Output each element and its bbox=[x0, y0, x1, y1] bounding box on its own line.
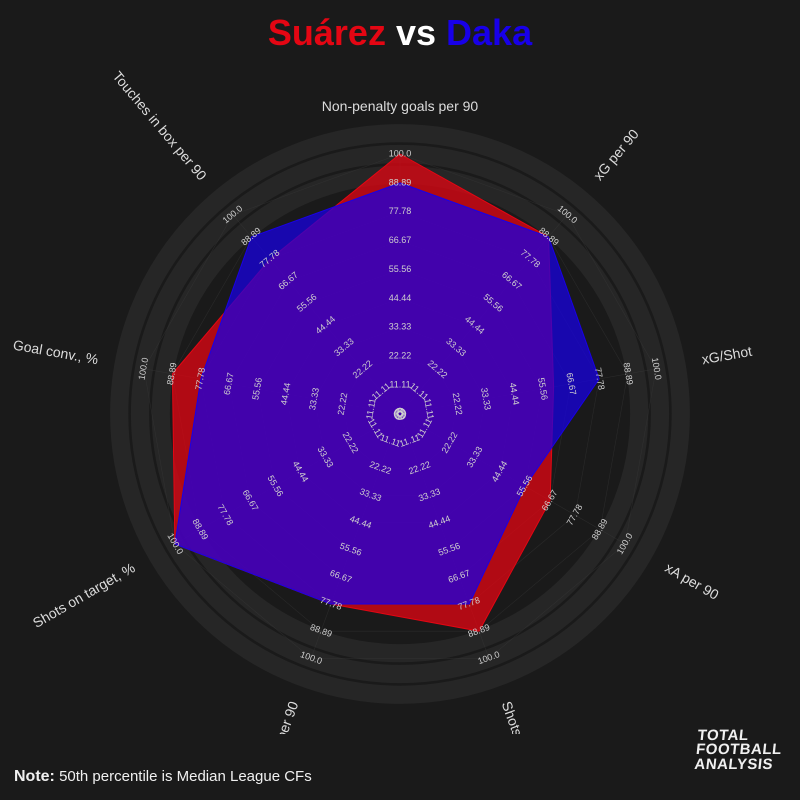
svg-text:xG/Shot: xG/Shot bbox=[701, 343, 754, 368]
svg-text:Non-penalty goals per 90: Non-penalty goals per 90 bbox=[322, 98, 479, 114]
footnote: Note: 50th percentile is Median League C… bbox=[14, 768, 312, 786]
logo-line-3: ANALYSIS bbox=[694, 758, 781, 772]
svg-text:55.56: 55.56 bbox=[389, 264, 412, 274]
chart-title: Suárez vs Daka bbox=[0, 0, 800, 54]
svg-text:66.67: 66.67 bbox=[389, 235, 412, 245]
svg-text:Shots on target, %: Shots on target, % bbox=[30, 559, 138, 630]
title-player-b: Daka bbox=[446, 12, 532, 53]
svg-text:Shots per 90: Shots per 90 bbox=[499, 699, 541, 734]
svg-text:Passes to penalty area per 90: Passes to penalty area per 90 bbox=[223, 699, 302, 734]
title-vs: vs bbox=[396, 12, 436, 53]
footnote-text: 50th percentile is Median League CFs bbox=[59, 768, 312, 785]
svg-text:44.44: 44.44 bbox=[389, 293, 412, 303]
svg-text:33.33: 33.33 bbox=[389, 322, 412, 332]
svg-text:77.78: 77.78 bbox=[593, 367, 607, 391]
svg-text:22.22: 22.22 bbox=[389, 351, 412, 361]
svg-text:Goal conv., %: Goal conv., % bbox=[12, 337, 100, 368]
title-player-a: Suárez bbox=[268, 12, 386, 53]
footnote-prefix: Note: bbox=[14, 768, 55, 785]
svg-text:77.78: 77.78 bbox=[565, 503, 585, 528]
svg-text:88.89: 88.89 bbox=[389, 177, 412, 187]
svg-text:77.78: 77.78 bbox=[389, 206, 412, 216]
svg-text:100.0: 100.0 bbox=[389, 148, 412, 158]
svg-text:xA per 90: xA per 90 bbox=[662, 559, 721, 603]
svg-text:xG per 90: xG per 90 bbox=[590, 126, 642, 184]
svg-text:Touches in box per 90: Touches in box per 90 bbox=[110, 68, 210, 183]
radar-chart: 0.011.1122.2233.3344.4455.5666.6777.7888… bbox=[0, 54, 800, 734]
brand-logo: TOTAL FOOTBALL ANALYSIS bbox=[694, 729, 784, 772]
